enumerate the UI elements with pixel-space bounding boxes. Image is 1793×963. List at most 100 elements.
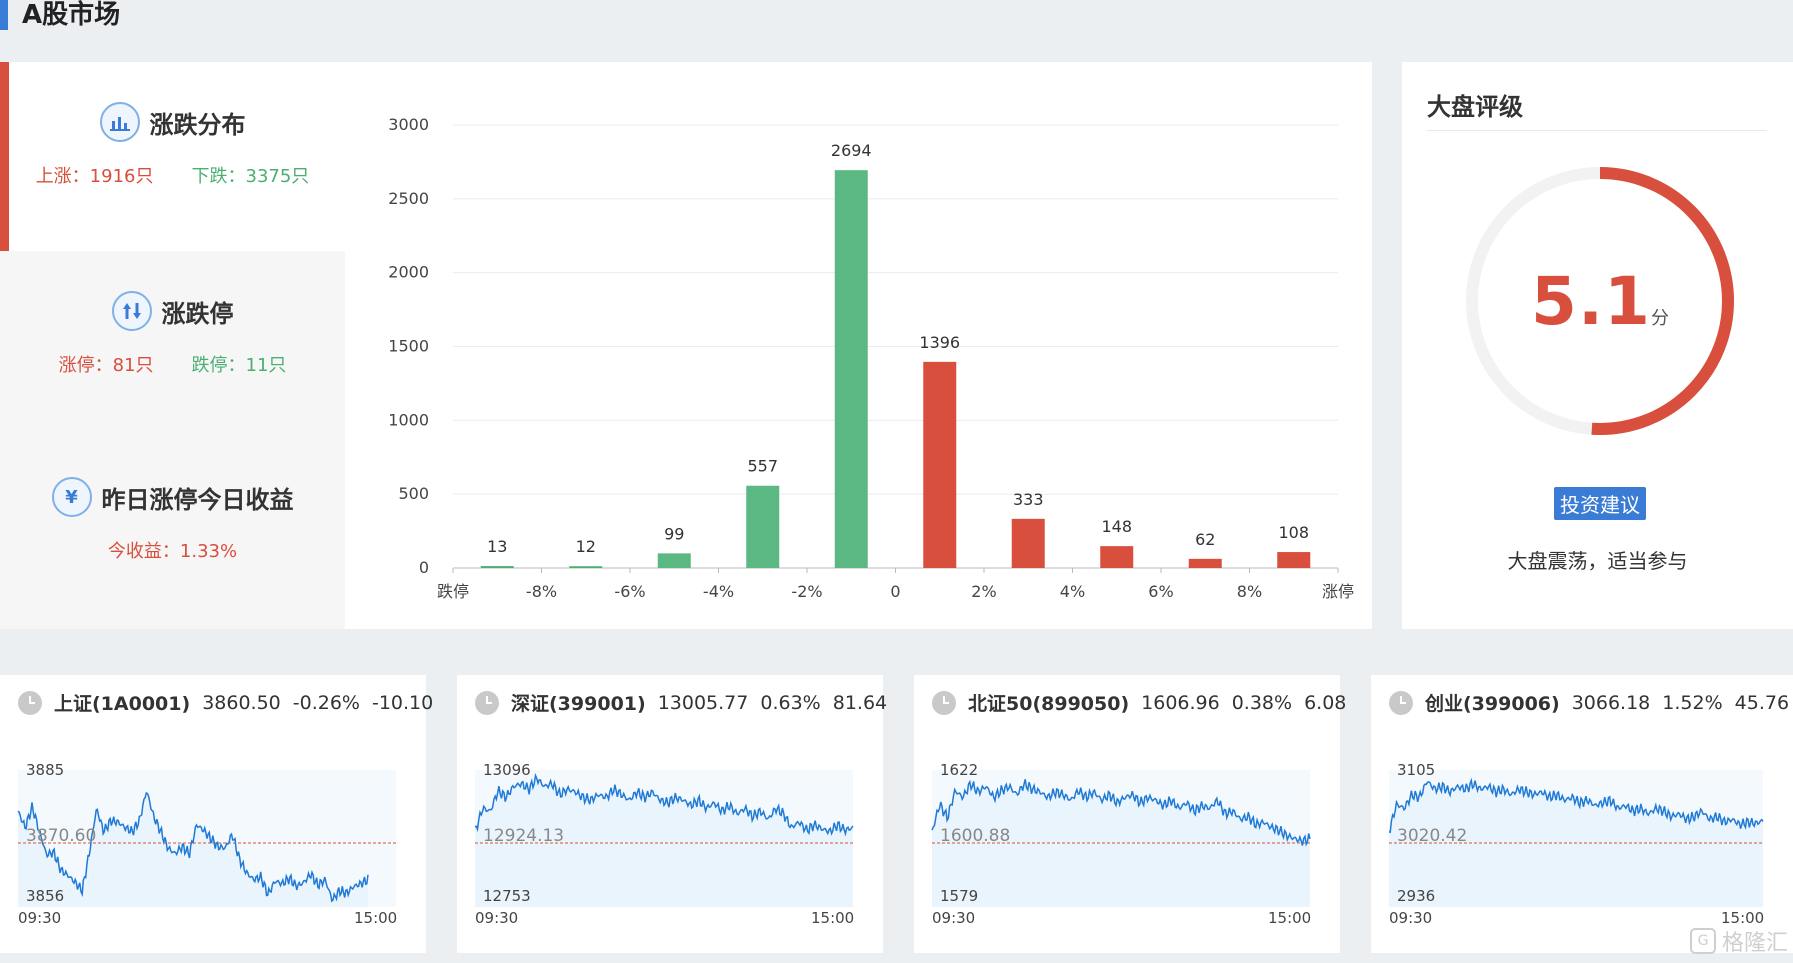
low-label: 12753: [483, 887, 531, 905]
bar-value-label: 12: [576, 537, 596, 556]
score-gauge: 5.1分: [1464, 165, 1736, 437]
y-tick-label: 2000: [388, 263, 429, 282]
bar[interactable]: [834, 170, 868, 568]
bar-value-label: 108: [1278, 523, 1309, 542]
x-tick-label: -2%: [791, 582, 822, 601]
up-count: 上涨：1916只: [35, 166, 154, 187]
bar-value-label: 62: [1195, 530, 1215, 549]
intraday-chart: 3885 3870.60 3856 09:30 15:00: [17, 761, 397, 927]
limit-up-count: 涨停：81只: [58, 355, 154, 376]
low-label: 2936: [1397, 887, 1435, 905]
index-card-bj[interactable]: 北证50(899050) 1606.96 0.38% 6.08 1622 1600…: [914, 675, 1346, 953]
index-card-sh[interactable]: 上证(1A0001) 3860.50 -0.26% -10.10 3885 387…: [0, 675, 433, 953]
x-tick-label: 0: [890, 582, 900, 601]
bar-value-label: 13: [487, 537, 507, 556]
price-area: [1389, 780, 1763, 907]
index-change: 81.64: [832, 691, 888, 714]
distribution-panel: 涨跌分布 上涨：1916只 下跌：3375只 涨跌停 涨停：81只 跌停：11只…: [0, 62, 1372, 629]
index-change: 6.08: [1304, 691, 1347, 714]
bar-value-label: 1396: [919, 333, 960, 352]
bar-chart-svg: 0 500 1000 1500 2000 2500 3000 跌停 -8% -6% -4% -2% 0 2…: [388, 115, 1354, 601]
header-accent-bar: [0, 0, 8, 30]
start-time-label: 09:30: [932, 909, 975, 927]
bar[interactable]: [1188, 558, 1222, 568]
bar[interactable]: [569, 566, 603, 568]
active-accent: [0, 62, 9, 251]
end-time-label: 15:00: [811, 909, 854, 927]
bar[interactable]: [480, 566, 514, 568]
index-name: 上证(1A0001): [54, 693, 191, 715]
bar[interactable]: [1277, 552, 1311, 568]
y-tick-label: 1000: [388, 410, 429, 429]
price-line: [17, 791, 369, 903]
bar-value-label: 2694: [831, 141, 872, 160]
start-time-label: 09:30: [1389, 909, 1432, 927]
index-name: 北证50(899050): [968, 693, 1130, 715]
gauge-arc: [1466, 167, 1734, 435]
rating-panel: 大盘评级 5.1分 投资建议 大盘震荡，适当参与: [1402, 62, 1793, 629]
stats-column: 涨跌分布 上涨：1916只 下跌：3375只 涨跌停 涨停：81只 跌停：11只…: [0, 62, 345, 629]
start-time-label: 09:30: [18, 909, 61, 927]
bar[interactable]: [923, 361, 957, 568]
stat-yesterday-title: 昨日涨停今日收益: [101, 485, 294, 514]
clock-icon: [475, 690, 499, 715]
bar-value-label: 333: [1013, 490, 1044, 509]
watermark-logo-icon: G: [1690, 928, 1716, 954]
high-label: 3105: [1397, 761, 1435, 779]
watermark: G 格隆汇: [1690, 925, 1788, 957]
clock-icon: [18, 690, 42, 715]
yesterday-return: 今收益：1.33%: [107, 541, 238, 562]
index-change: -10.10: [371, 691, 434, 714]
high-label: 3885: [26, 761, 64, 779]
index-name: 创业(399006): [1425, 693, 1560, 715]
investment-advice-button[interactable]: 投资建议: [1554, 487, 1646, 520]
bar-value-label: 557: [747, 457, 778, 476]
bar[interactable]: [657, 553, 691, 568]
bar[interactable]: [1011, 518, 1045, 568]
price-area: [18, 793, 368, 907]
rating-title: 大盘评级: [1427, 93, 1523, 121]
up-down-arrows-icon: [111, 291, 152, 331]
x-tick-label: 跌停: [437, 582, 469, 601]
x-tick-label: 4%: [1060, 582, 1085, 601]
index-pct: 1.52%: [1662, 691, 1723, 714]
x-tick-label: 6%: [1148, 582, 1173, 601]
stat-limit-title: 涨跌停: [161, 299, 234, 328]
index-change: 45.76: [1734, 691, 1790, 714]
bar-chart-icon: [99, 102, 140, 142]
stat-distribution[interactable]: 涨跌分布 上涨：1916只 下跌：3375只: [0, 62, 345, 251]
index-pct: 0.63%: [760, 691, 821, 714]
y-tick-label: 1500: [388, 337, 429, 356]
x-tick-label: -6%: [614, 582, 645, 601]
clock-icon: [1389, 690, 1413, 715]
bar[interactable]: [1100, 546, 1134, 568]
bar-value-label: 148: [1101, 517, 1132, 536]
intraday-chart: 3105 3020.42 2936 09:30 15:00: [1388, 761, 1764, 927]
index-pct: 0.38%: [1231, 691, 1293, 714]
stat-limit[interactable]: 涨跌停 涨停：81只 跌停：11只: [0, 251, 345, 440]
intraday-chart: 13096 12924.13 12753 09:30 15:00: [474, 761, 854, 927]
x-tick-label: 2%: [971, 582, 996, 601]
index-card-cy[interactable]: 创业(399006) 3066.18 1.52% 45.76 3105 3020.…: [1371, 675, 1793, 953]
page-title: A股市场: [22, 0, 121, 30]
prev-close-label: 3020.42: [1397, 826, 1467, 846]
index-card-sz[interactable]: 深证(399001) 13005.77 0.63% 81.64 13096 129…: [457, 675, 887, 953]
price-line: [474, 772, 854, 837]
index-name: 深证(399001): [511, 693, 646, 715]
y-tick-label: 500: [398, 484, 429, 503]
price-area: [932, 779, 1310, 907]
y-tick-label: 3000: [388, 115, 429, 134]
y-tick-label: 2500: [388, 189, 429, 208]
index-price: 3066.18: [1571, 691, 1651, 714]
watermark-text: 格隆汇: [1722, 931, 1789, 956]
end-time-label: 15:00: [1721, 909, 1764, 927]
bar[interactable]: [746, 485, 780, 568]
low-label: 1579: [940, 887, 978, 905]
start-time-label: 09:30: [475, 909, 518, 927]
yuan-icon: ¥: [51, 477, 92, 517]
score-value: 5.1: [1531, 263, 1651, 340]
stat-distribution-title: 涨跌分布: [149, 110, 246, 139]
score-display: 5.1分: [1464, 263, 1736, 340]
end-time-label: 15:00: [354, 909, 397, 927]
stat-yesterday[interactable]: ¥ 昨日涨停今日收益 今收益：1.33%: [0, 440, 345, 629]
